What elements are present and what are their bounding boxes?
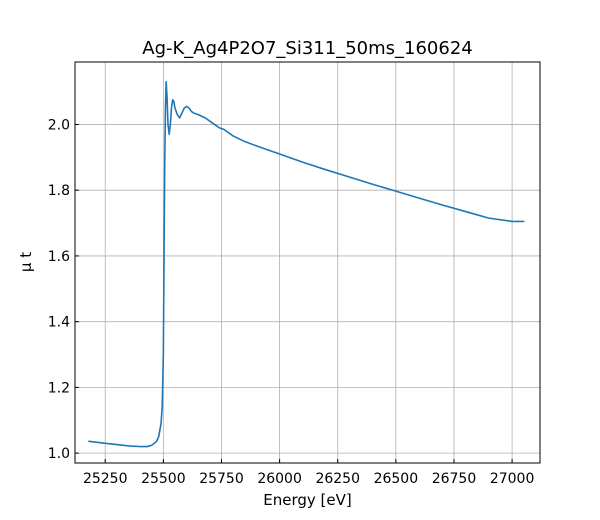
y-tick-label: 1.2	[48, 380, 70, 396]
y-tick-label: 1.0	[48, 446, 70, 462]
x-tick-label: 26000	[257, 471, 302, 487]
x-tick-label: 25500	[141, 471, 186, 487]
y-tick-label: 1.4	[48, 315, 70, 331]
x-axis-ticks: 25250 25500 25750 26000 26250 26500 26750 27000	[83, 459, 534, 487]
x-tick-label: 26250	[315, 471, 360, 487]
x-tick-label: 26500	[374, 471, 419, 487]
series-line	[88, 80, 525, 448]
x-axis-label: Energy [eV]	[263, 491, 351, 509]
plot-frame	[74, 61, 541, 464]
x-tick-label: 25750	[199, 471, 244, 487]
y-tick-label: 2.0	[48, 117, 70, 133]
chart-title: Ag-K_Ag4P2O7_Si311_50ms_160624	[142, 38, 472, 59]
x-tick-label: 25250	[83, 471, 128, 487]
y-tick-label: 1.6	[48, 249, 70, 265]
x-tick-label: 27000	[490, 471, 535, 487]
series-layer	[88, 80, 525, 448]
y-tick-label: 1.8	[48, 183, 70, 199]
x-tick-label: 26750	[432, 471, 477, 487]
y-axis-label: μ t	[17, 252, 35, 272]
y-axis-ticks: 1.0 1.2 1.4 1.6 1.8 2.0	[48, 117, 79, 462]
